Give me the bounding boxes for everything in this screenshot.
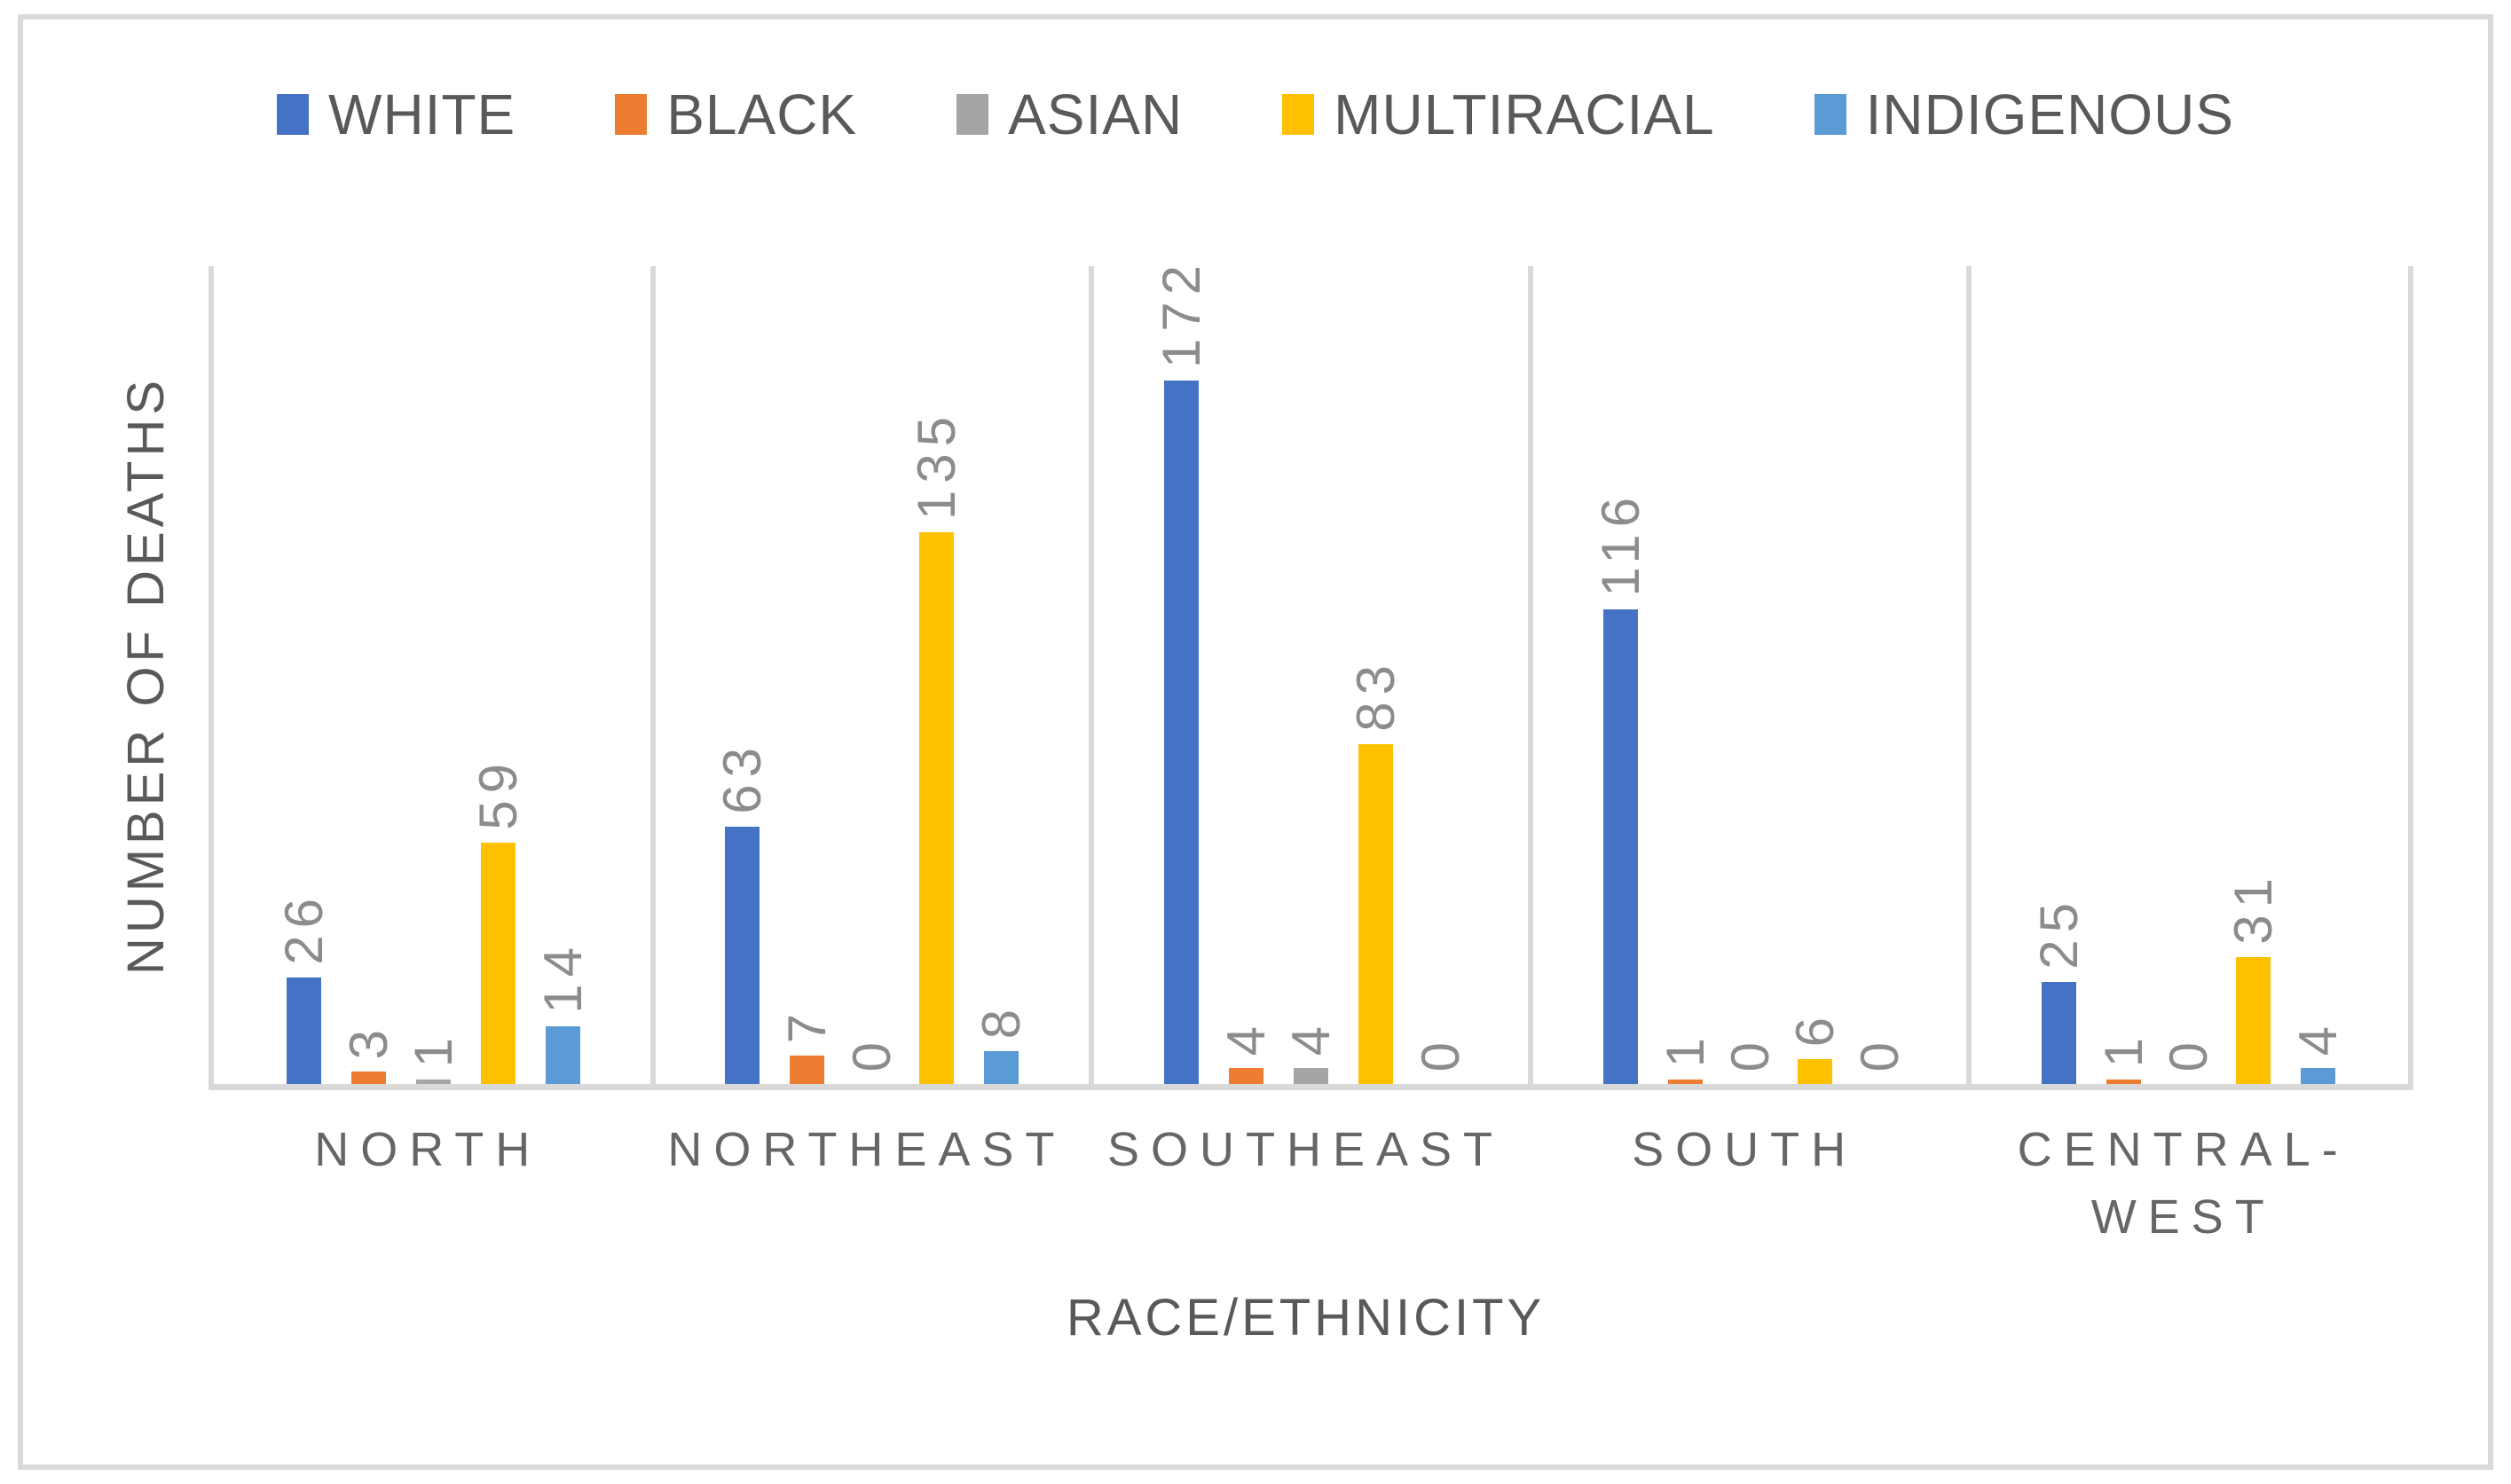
category-gridline (1527, 266, 1533, 1084)
x-axis-title: RACE/ETHNICITY (1066, 1289, 1546, 1347)
category-group-northeast: 63 7 0 135 8 (653, 266, 1095, 1084)
value-label-multiracial-southeast: 83 (1345, 658, 1405, 732)
value-label-white-north: 26 (273, 891, 334, 965)
bar-white-south (1602, 609, 1638, 1084)
legend-item-multiracial: MULTIRACIAL (1282, 82, 1714, 147)
x-axis-category-label-northeast: NORTHEAST (667, 1123, 1067, 1176)
bar-white-southeast (1163, 381, 1199, 1084)
legend-item-black: BLACK (615, 82, 857, 147)
value-label-indigenous-north: 14 (532, 940, 593, 1014)
value-label-white-southeast: 172 (1151, 257, 1211, 368)
legend-label: MULTIRACIAL (1334, 82, 1715, 146)
bar-black-central-west (2106, 1080, 2142, 1084)
legend-label: INDIGENOUS (1865, 82, 2234, 146)
value-label-white-northeast: 63 (712, 741, 773, 814)
category-gridline (1966, 266, 1972, 1084)
legend-swatch-icon (1814, 94, 1846, 135)
bar-multiracial-north (480, 843, 516, 1084)
bar-white-northeast (725, 827, 760, 1084)
value-label-asian-north: 1 (403, 1030, 463, 1067)
chart-outer-border (18, 14, 2493, 1470)
bar-multiracial-southeast (1358, 744, 1393, 1084)
category-group-central-west: 25 1 0 31 4 (1969, 266, 2408, 1084)
x-axis-category-label-central-west: CENTRAL-WEST (2017, 1123, 2350, 1244)
value-label-indigenous-northeast: 8 (972, 1001, 1032, 1039)
bar-multiracial-northeast (919, 532, 955, 1084)
bar-indigenous-central-west (2301, 1068, 2336, 1084)
value-label-indigenous-southeast: 0 (1410, 1034, 1470, 1072)
value-label-multiracial-north: 59 (468, 757, 528, 830)
bar-asian-southeast (1293, 1068, 1328, 1084)
legend-swatch-icon (956, 94, 989, 135)
category-group-southeast: 172 4 4 83 0 (1091, 258, 1533, 1084)
value-label-asian-central-west: 0 (2159, 1034, 2219, 1072)
bar-indigenous-north (545, 1026, 580, 1084)
legend-item-asian: ASIAN (956, 82, 1183, 147)
value-label-multiracial-south: 6 (1784, 1009, 1845, 1047)
category-gridline (1089, 266, 1095, 1084)
value-label-multiracial-central-west: 31 (2224, 871, 2284, 945)
value-label-asian-northeast: 0 (842, 1034, 902, 1072)
x-axis-category-label-north: NORTH (314, 1123, 542, 1176)
bar-black-northeast (790, 1056, 825, 1084)
legend-swatch-icon (615, 94, 648, 135)
bar-black-south (1667, 1080, 1703, 1084)
bar-black-north (350, 1072, 386, 1084)
chart-legend: WHITE BLACK ASIAN MULTIRACIAL INDIGENOUS (0, 82, 2511, 147)
legend-item-white: WHITE (277, 82, 516, 147)
value-label-white-south: 116 (1590, 491, 1650, 597)
x-axis-category-label-south: SOUTH (1632, 1123, 1858, 1176)
category-gridline (649, 266, 656, 1084)
bar-multiracial-central-west (2236, 957, 2271, 1084)
bar-asian-north (415, 1080, 451, 1084)
value-label-black-central-west: 1 (2094, 1030, 2154, 1067)
bar-indigenous-northeast (984, 1051, 1019, 1084)
x-axis-category-label-southeast: SOUTHEAST (1106, 1123, 1504, 1176)
value-label-asian-southeast: 4 (1280, 1018, 1341, 1056)
category-group-north: 26 3 1 59 14 (214, 266, 656, 1084)
legend-swatch-icon (1282, 94, 1315, 135)
value-label-black-southeast: 4 (1216, 1018, 1276, 1056)
bar-white-central-west (2042, 982, 2077, 1084)
value-label-black-south: 1 (1655, 1030, 1715, 1067)
bar-white-north (286, 978, 321, 1084)
legend-label: BLACK (666, 82, 858, 146)
legend-swatch-icon (277, 94, 310, 135)
bar-black-southeast (1228, 1068, 1263, 1084)
legend-label: ASIAN (1008, 82, 1184, 146)
value-label-indigenous-south: 0 (1849, 1034, 1909, 1072)
bar-multiracial-south (1797, 1059, 1832, 1084)
value-label-multiracial-northeast: 135 (907, 409, 967, 520)
category-group-south: 116 1 0 6 0 (1531, 266, 1972, 1084)
legend-item-indigenous: INDIGENOUS (1814, 82, 2234, 147)
value-label-indigenous-central-west: 4 (2288, 1018, 2349, 1056)
legend-label: WHITE (328, 82, 516, 146)
value-label-asian-south: 0 (1720, 1034, 1780, 1072)
value-label-black-northeast: 7 (777, 1006, 838, 1043)
value-label-black-north: 3 (338, 1022, 398, 1059)
value-label-white-central-west: 25 (2029, 896, 2090, 970)
plot-area: 26 3 1 59 14 63 7 0 135 8 172 4 4 83 0 116 1 0 6 0 25 1 0 31 4 (209, 258, 2413, 1090)
